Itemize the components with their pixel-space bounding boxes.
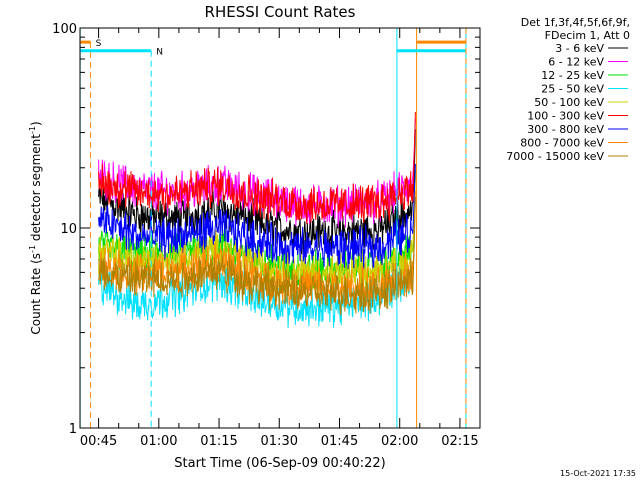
legend-label: 50 - 100 keV bbox=[534, 96, 604, 109]
mark-label-S: S bbox=[96, 39, 102, 49]
y-axis: 1 10 100 bbox=[52, 22, 480, 437]
x-tick-label: 00:45 bbox=[80, 434, 117, 449]
x-axis: 00:45 01:00 01:15 01:30 01:45 02:00 02:15 bbox=[80, 28, 481, 449]
y-axis-label-sup2: -1 bbox=[28, 126, 37, 134]
chart-title: RHESSI Count Rates bbox=[205, 3, 356, 21]
y-axis-label-main: Count Rate (s bbox=[29, 253, 43, 335]
y-tick-label: 10 bbox=[60, 222, 77, 237]
y-axis-label-sup1: -1 bbox=[28, 245, 37, 253]
legend-label: 800 - 7000 keV bbox=[520, 137, 604, 150]
x-tick-label: 01:15 bbox=[200, 434, 237, 449]
legend-label: 100 - 300 keV bbox=[527, 110, 604, 123]
legend-label: 12 - 25 keV bbox=[541, 69, 604, 82]
legend: Det 1f,3f,4f,5f,6f,9f, FDecim 1, Att 0 3… bbox=[506, 16, 630, 163]
y-axis-label: Count Rate (s-1 detector segment-1) bbox=[28, 121, 43, 334]
y-axis-label-mid: detector segment bbox=[29, 134, 43, 245]
series-line-300-800keV bbox=[98, 163, 416, 270]
mark-label-N: N bbox=[156, 48, 163, 58]
y-tick-label: 100 bbox=[52, 22, 77, 37]
x-axis-label: Start Time (06-Sep-09 00:40:22) bbox=[174, 456, 385, 471]
y-tick-label: 1 bbox=[69, 422, 77, 437]
x-tick-label: 02:00 bbox=[381, 434, 418, 449]
legend-label: 25 - 50 keV bbox=[541, 83, 604, 96]
footer-timestamp: 15-Oct-2021 17:35 bbox=[560, 469, 636, 478]
x-tick-label: 01:45 bbox=[321, 434, 358, 449]
legend-label: 6 - 12 keV bbox=[548, 56, 604, 69]
legend-label: 3 - 6 keV bbox=[555, 42, 604, 55]
legend-header-line1: Det 1f,3f,4f,5f,6f,9f, bbox=[521, 16, 630, 29]
x-tick-label: 01:00 bbox=[140, 434, 177, 449]
legend-label: 300 - 800 keV bbox=[527, 123, 604, 136]
legend-label: 7000 - 15000 keV bbox=[506, 150, 604, 163]
x-tick-label: 02:15 bbox=[441, 434, 478, 449]
y-axis-label-end: ) bbox=[29, 121, 43, 126]
legend-header-line2: FDecim 1, Att 0 bbox=[545, 29, 630, 42]
x-tick-label: 01:30 bbox=[261, 434, 298, 449]
